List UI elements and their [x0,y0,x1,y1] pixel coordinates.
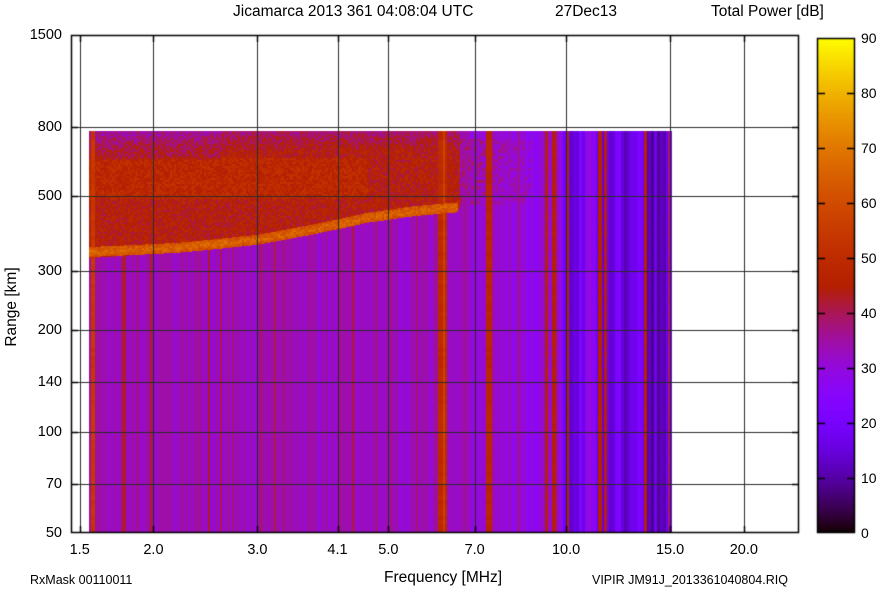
x-tick-label: 15.0 [655,542,685,558]
x-axis-label: Frequency [MHz] [383,569,503,586]
colorbar-tick-label: 80 [861,85,877,101]
y-tick-label: 800 [37,119,62,136]
y-tick-label: 500 [37,187,62,204]
y-tick-label: 100 [37,423,62,440]
colorbar-tick-label: 50 [861,250,877,266]
y-tick-label: 200 [37,322,62,339]
colorbar-tick-label: 10 [861,470,877,486]
colorbar-tick-label: 60 [861,195,877,211]
colorbar-tick-label: 30 [861,360,877,376]
y-tick-label: 300 [37,262,62,279]
colorbar-tick-label: 40 [861,305,877,321]
y-tick-label: 1500 [29,27,62,43]
x-tick-label: 10.0 [551,542,581,558]
x-tick-label: 5.0 [378,542,399,558]
colorbar-tick-label: 0 [861,525,869,541]
plot-title: Jicamarca 2013 361 04:08:04 UTC [233,3,474,20]
plot-date-label: 27Dec13 [555,3,618,20]
y-tick-label: 50 [45,525,62,541]
x-tick-label: 2.0 [143,542,164,558]
x-tick-label: 3.0 [247,542,268,558]
x-tick-label: 20.0 [729,542,758,558]
rxmask-annotation: RxMask 00110011 [30,573,133,587]
colorbar-tick-label: 20 [861,415,877,431]
y-tick-label: 140 [37,374,62,391]
x-tick-label: 4.1 [327,542,348,558]
x-tick-label: 7.0 [464,542,485,558]
colorbar-title: Total Power [dB] [711,3,824,20]
file-info-annotation: VIPIR JM91J_2013361040804.RIQ [592,573,788,587]
x-tick-label: 1.5 [69,542,90,558]
colorbar-tick-label: 90 [861,30,877,46]
y-tick-label: 70 [45,475,62,492]
colorbar-tick-label: 70 [861,140,877,156]
